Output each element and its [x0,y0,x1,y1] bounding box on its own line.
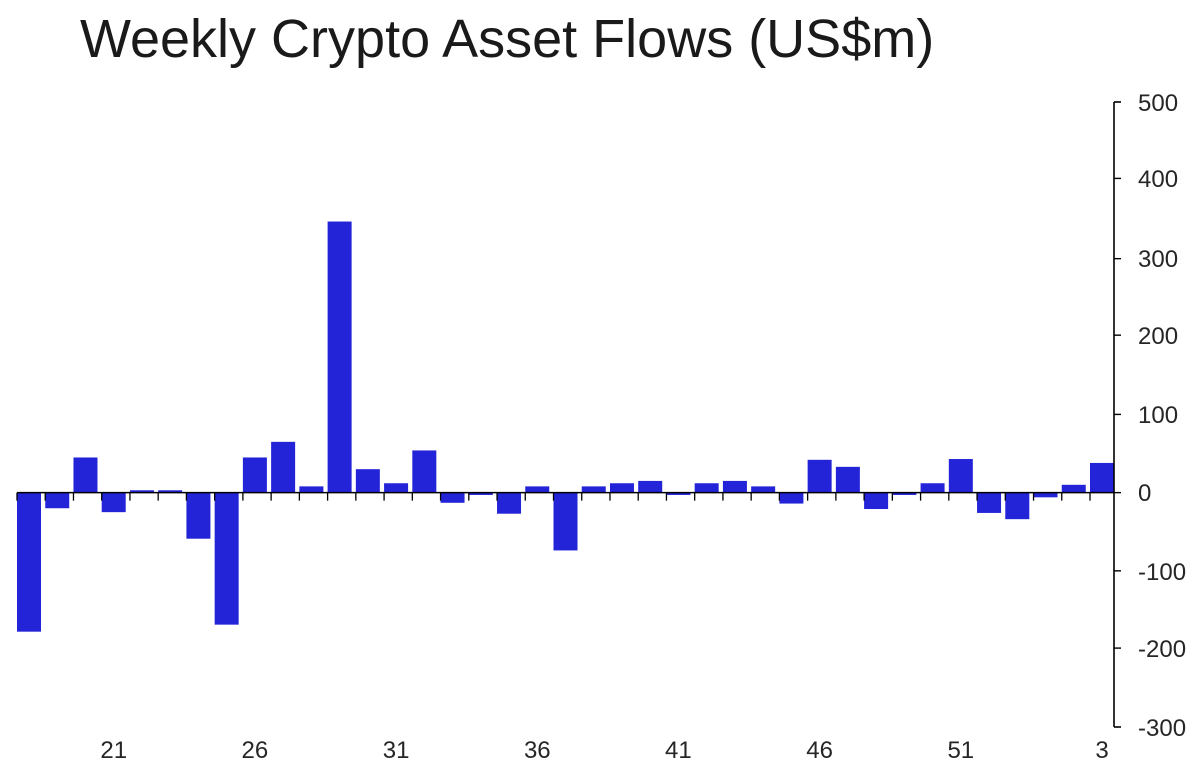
svg-text:300: 300 [1138,246,1178,273]
svg-text:100: 100 [1138,402,1178,429]
svg-text:-200: -200 [1138,636,1186,663]
svg-text:0: 0 [1138,480,1151,507]
svg-text:26: 26 [242,737,269,764]
svg-text:400: 400 [1138,166,1178,193]
svg-text:36: 36 [524,737,551,764]
svg-text:-100: -100 [1138,559,1186,586]
svg-text:500: 500 [1138,90,1178,117]
svg-text:3: 3 [1095,737,1108,764]
svg-text:41: 41 [665,737,692,764]
svg-text:200: 200 [1138,323,1178,350]
svg-text:-300: -300 [1138,715,1186,742]
svg-text:31: 31 [383,737,410,764]
svg-text:21: 21 [100,737,127,764]
svg-text:46: 46 [806,737,833,764]
svg-text:51: 51 [947,737,974,764]
